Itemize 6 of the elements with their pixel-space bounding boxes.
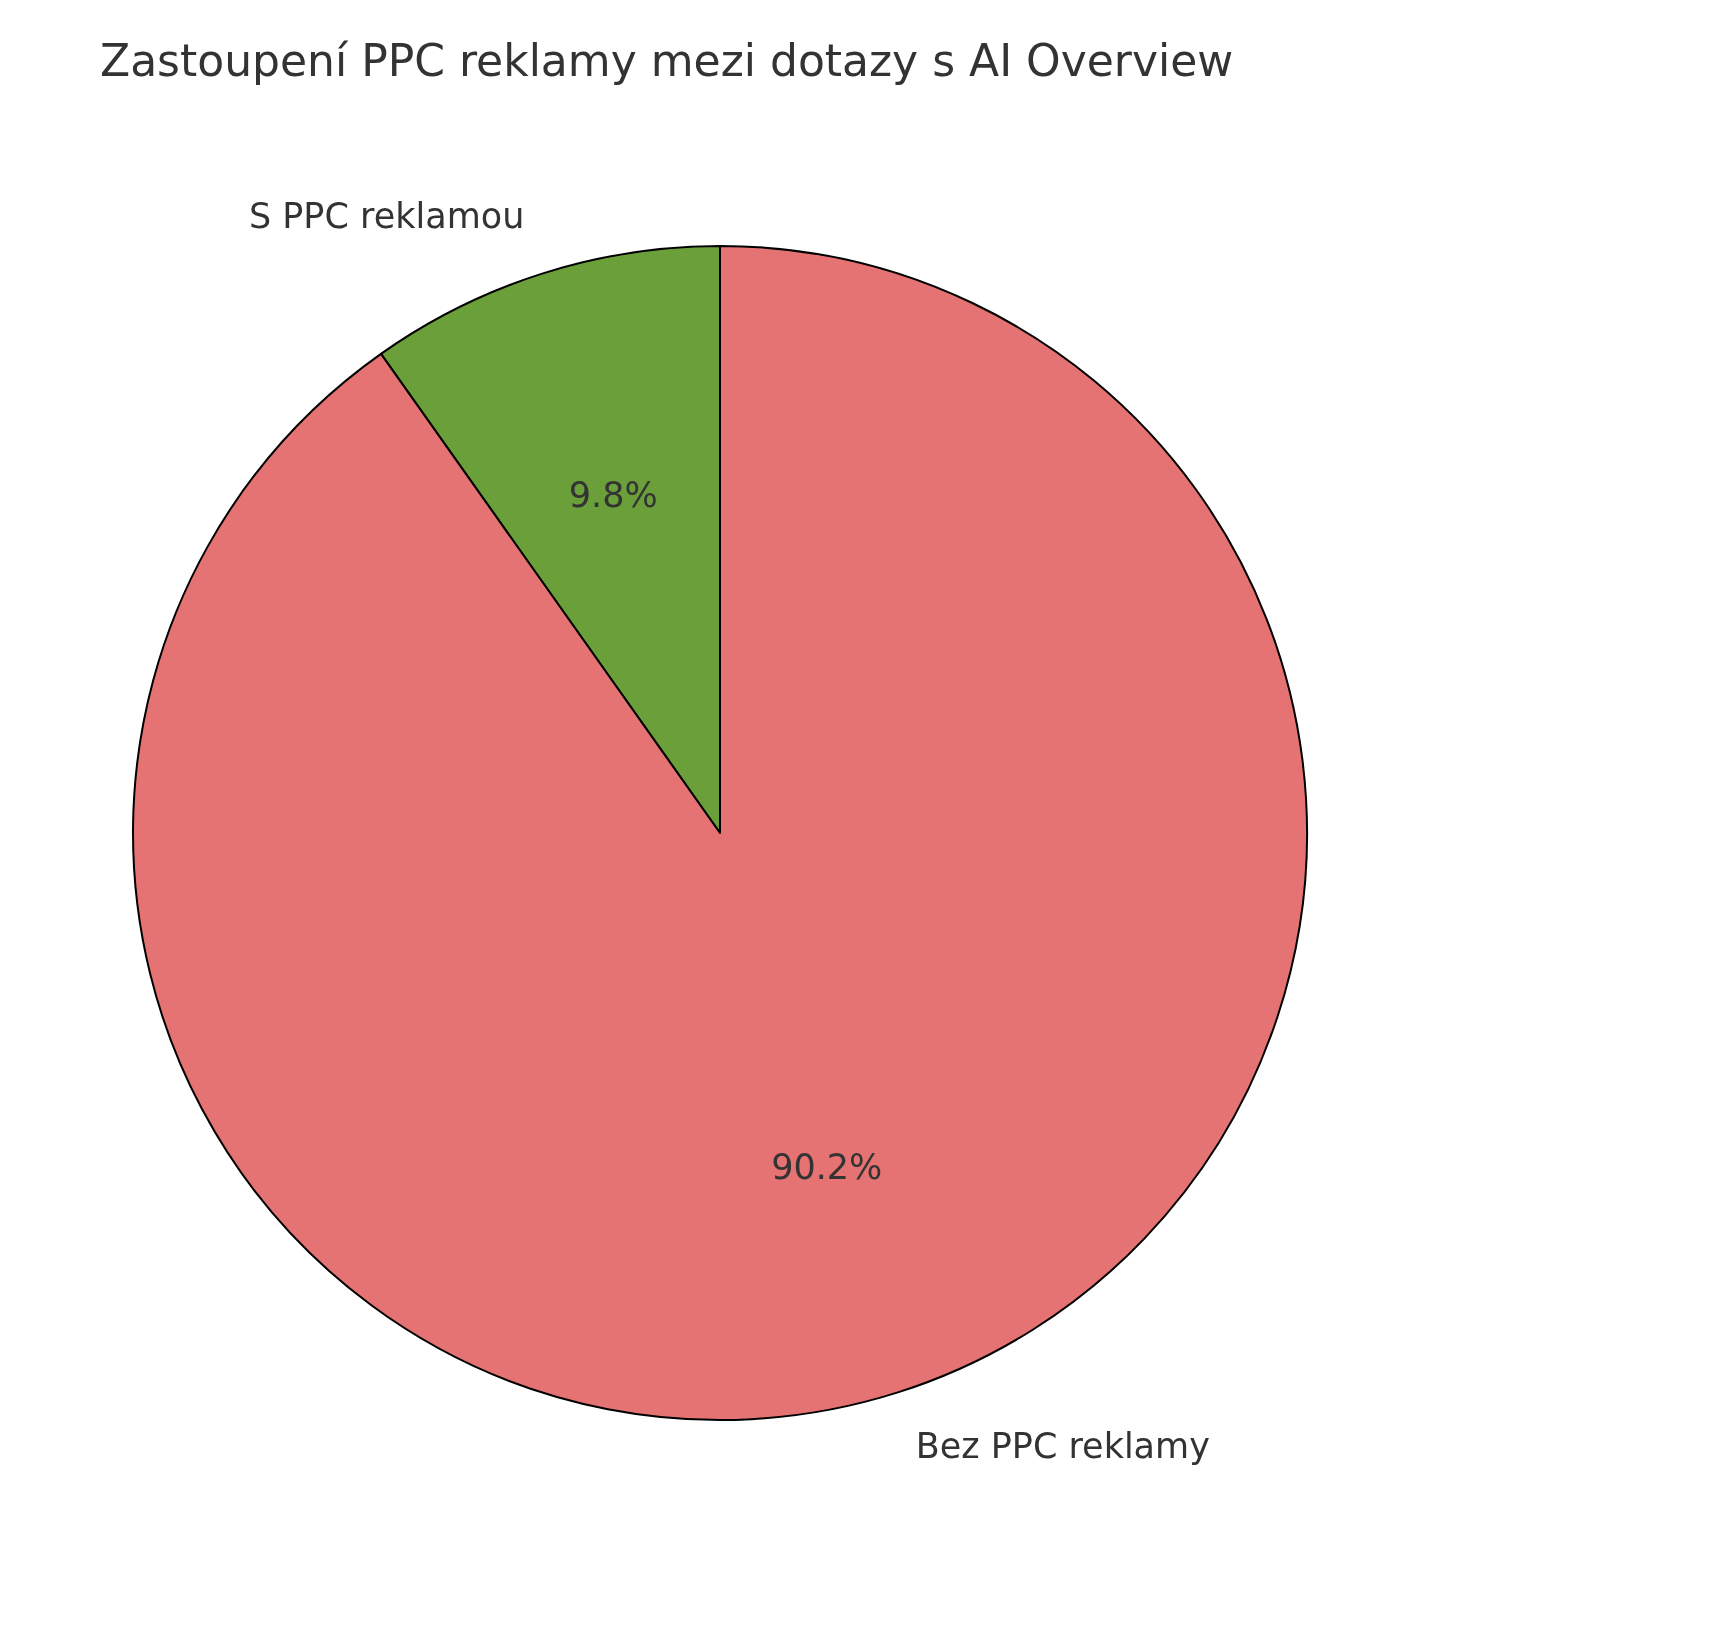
- chart-title: Zastoupení PPC reklamy mezi dotazy s AI Overview: [100, 35, 1234, 86]
- data-label: 90.2%: [771, 1146, 883, 1187]
- slice-label: Bez PPC reklamy: [915, 1426, 1210, 1467]
- slice-label: S PPC reklamou: [248, 195, 525, 236]
- pie-slice: [132, 245, 1308, 1421]
- data-label: 9.8%: [568, 475, 658, 516]
